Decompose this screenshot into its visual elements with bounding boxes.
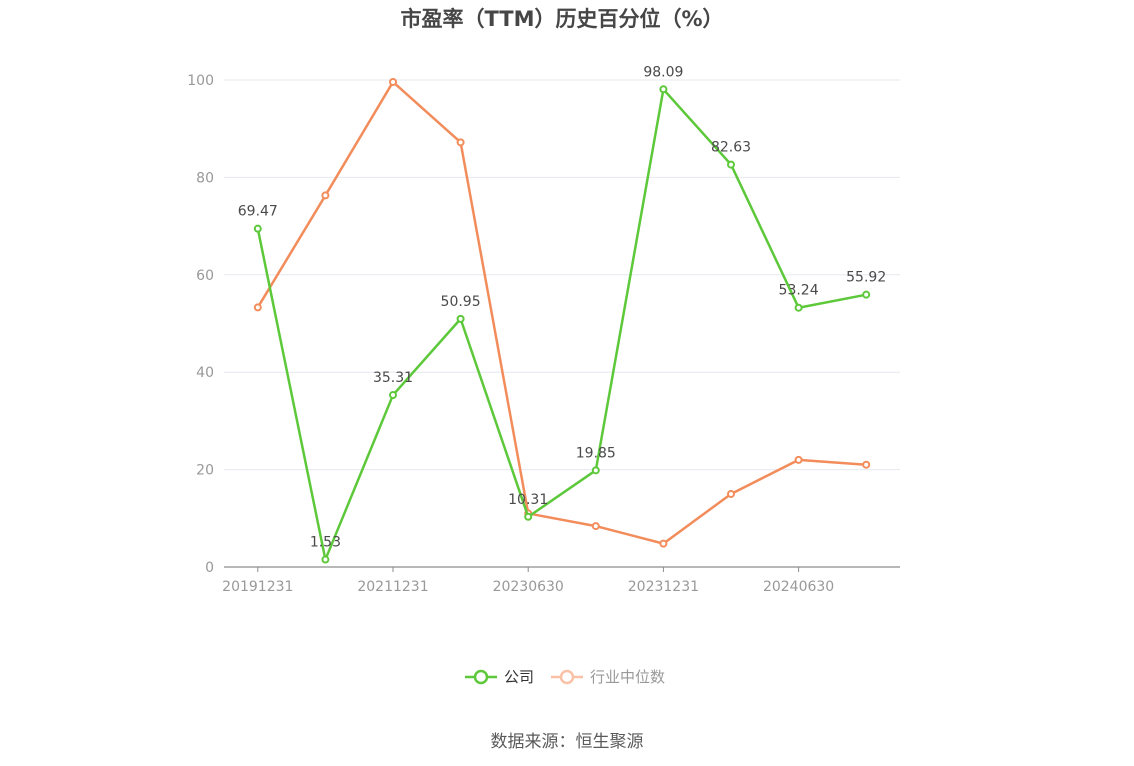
data-label: 82.63 [711, 140, 751, 156]
grid [224, 79, 900, 471]
data-point[interactable] [389, 391, 397, 400]
legend-item-1[interactable]: 行业中位数 [551, 668, 665, 686]
x-tick-label: 20240630 [763, 579, 834, 595]
legend-label: 行业中位数 [590, 668, 665, 686]
x-tick-label: 20191231 [222, 579, 293, 595]
data-point[interactable] [456, 138, 465, 147]
data-point[interactable] [794, 455, 803, 464]
x-tick-label: 20230630 [493, 579, 564, 595]
data-source: 数据来源：恒生聚源 [491, 732, 644, 752]
y-tick-label: 40 [196, 365, 214, 381]
data-point[interactable] [591, 522, 600, 531]
data-point[interactable] [321, 191, 330, 200]
series-layer [253, 77, 871, 564]
data-point[interactable] [659, 539, 668, 548]
data-point[interactable] [524, 512, 533, 521]
data-point[interactable] [727, 160, 735, 169]
y-tick-label: 60 [196, 268, 214, 284]
data-point[interactable] [862, 290, 871, 299]
y-tick-label: 100 [187, 73, 214, 89]
data-point[interactable] [389, 77, 397, 86]
series-line-1 [256, 80, 867, 545]
series-line-0 [256, 88, 867, 561]
data-point[interactable] [794, 303, 803, 312]
data-label: 19.85 [576, 445, 616, 461]
data-label: 98.09 [643, 64, 683, 80]
legend-label: 公司 [504, 668, 534, 686]
data-point[interactable] [659, 85, 668, 94]
data-point[interactable] [727, 489, 735, 498]
legend[interactable]: 公司 行业中位数 [465, 668, 665, 686]
data-point[interactable] [456, 314, 465, 323]
data-point[interactable] [862, 460, 871, 469]
data-point[interactable] [321, 555, 330, 564]
y-tick-label: 80 [196, 170, 214, 186]
data-label: 53.24 [779, 283, 819, 299]
x-tick-label: 20211231 [357, 579, 428, 595]
data-label: 1.53 [310, 535, 341, 551]
legend-marker-icon [559, 669, 575, 685]
data-label: 35.31 [373, 370, 413, 386]
data-labels: 69.47 1.53 35.31 50.95 10.31 19.85 98.09 82.63 5… [238, 64, 886, 550]
data-label: 10.31 [508, 492, 548, 508]
legend-item-0[interactable]: 公司 [465, 668, 534, 686]
data-label: 55.92 [846, 270, 886, 286]
legend-marker-icon [473, 669, 489, 685]
data-point[interactable] [591, 466, 600, 475]
chart-title: 市盈率（TTM）历史百分位（%） [400, 7, 723, 31]
y-tick-label: 0 [205, 560, 214, 576]
data-label: 50.95 [441, 294, 481, 310]
data-label: 69.47 [238, 204, 278, 220]
axes: 0 20 40 60 80 100 20191231 20211231 20230630 2023… [187, 73, 900, 595]
x-tick-label: 20231231 [628, 579, 699, 595]
data-point[interactable] [253, 303, 262, 312]
y-tick-label: 20 [196, 463, 214, 479]
data-point[interactable] [253, 224, 262, 233]
